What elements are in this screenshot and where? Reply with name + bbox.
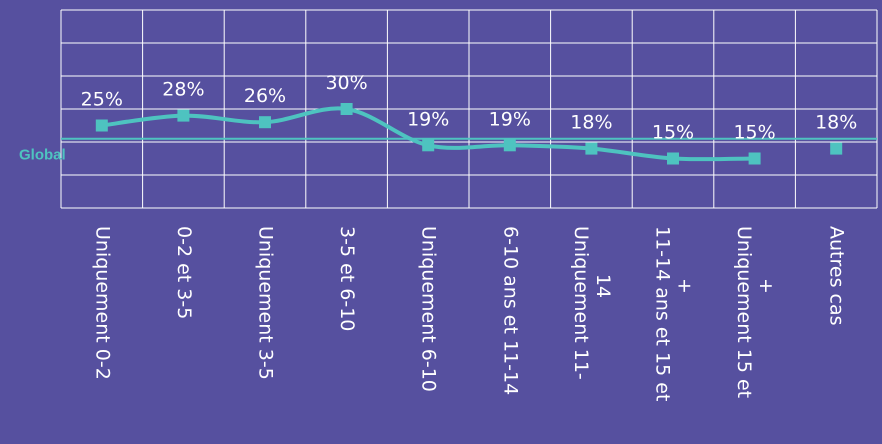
category-label: 0-2 et 3-5 <box>173 226 195 319</box>
data-point <box>177 109 190 122</box>
category-label: 11-14 ans et 15 et + <box>652 226 696 401</box>
category-label-line: + <box>674 278 696 294</box>
data-point <box>830 142 843 155</box>
category-label-line: Uniquement 6-10 <box>418 226 440 392</box>
category-label: Autres cas <box>826 226 848 326</box>
data-point <box>748 152 761 165</box>
category-label-line: 11-14 ans et 15 et <box>652 226 674 401</box>
series-markers <box>95 103 843 165</box>
data-label: 19% <box>407 108 449 130</box>
category-label-line: + <box>755 278 777 294</box>
category-label: 3-5 et 6-10 <box>336 226 358 331</box>
data-label: 25% <box>81 89 123 111</box>
category-label: Uniquement 15 et + <box>733 226 777 398</box>
data-point <box>667 152 679 165</box>
data-label: 26% <box>244 85 286 107</box>
chart-grid <box>60 9 878 209</box>
category-label: 6-10 ans et 11-14 <box>499 226 521 395</box>
data-point <box>340 103 353 115</box>
data-point <box>503 139 516 152</box>
data-label: 28% <box>162 79 204 101</box>
category-label-line: 14 <box>592 274 614 298</box>
data-labels: 25% 28% 26% 30% 19% 19% 18% 15% 15% 18% <box>81 72 858 144</box>
category-label-line: 3-5 et 6-10 <box>336 226 358 331</box>
global-reference-label: Global <box>19 147 66 164</box>
category-label-line: Uniquement 11- <box>570 226 592 380</box>
data-label: 15% <box>652 122 694 144</box>
data-point <box>422 139 435 152</box>
data-point <box>95 119 108 132</box>
category-labels: Uniquement 0-2 0-2 et 3-5 Uniquement 3-5 3-… <box>91 226 847 401</box>
data-label: 19% <box>489 108 531 130</box>
category-label-line: Uniquement 3-5 <box>255 226 277 380</box>
category-label-line: 0-2 et 3-5 <box>173 226 195 319</box>
category-label-line: Uniquement 0-2 <box>91 226 113 380</box>
category-label-line: 6-10 ans et 11-14 <box>499 226 521 395</box>
data-label: 18% <box>815 112 857 134</box>
data-label: 15% <box>733 122 775 144</box>
data-point <box>259 116 271 129</box>
category-label-line: Autres cas <box>826 226 848 326</box>
category-label: Uniquement 3-5 <box>255 226 277 380</box>
category-label: Uniquement 6-10 <box>418 226 440 392</box>
data-label: 18% <box>570 112 612 134</box>
data-label: 30% <box>325 72 367 94</box>
data-point <box>585 142 598 155</box>
category-label-line: Uniquement 15 et <box>733 226 755 398</box>
category-label: Uniquement 0-2 <box>91 226 113 380</box>
category-label: Uniquement 11- 14 <box>570 226 614 380</box>
